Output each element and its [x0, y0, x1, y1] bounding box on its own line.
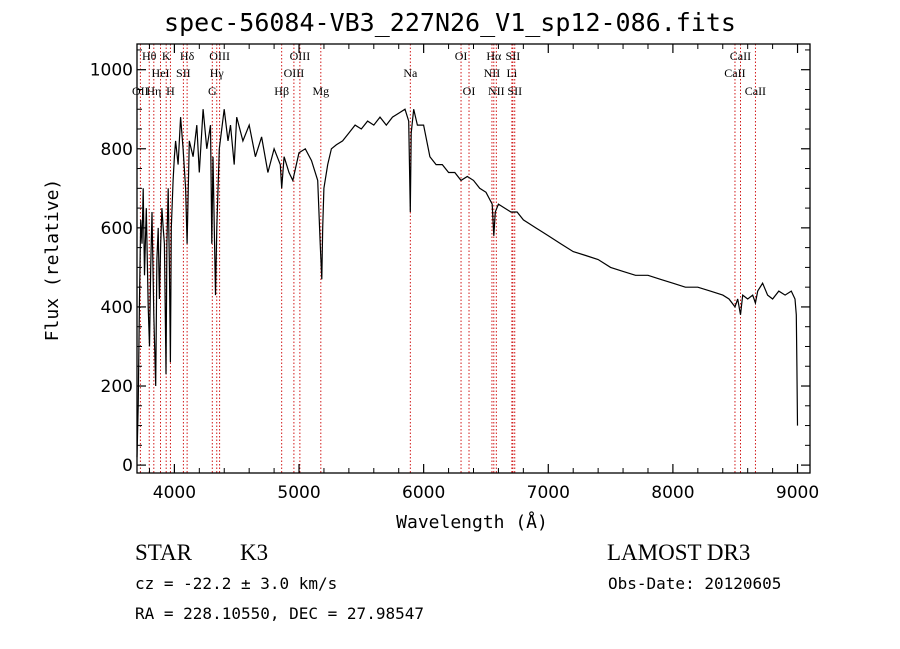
object-class: STAR: [135, 540, 192, 565]
spectral-line-label: Hβ: [274, 84, 289, 98]
coordinates: RA = 228.10550, DEC = 27.98547: [135, 604, 424, 623]
spectral-line-label: OIII: [284, 66, 305, 80]
chart-title: spec-56084-VB3_227N26_V1_sp12-086.fits: [164, 8, 736, 37]
spectral-line-label: Hδ: [180, 49, 195, 63]
y-axis-label: Flux (relative): [42, 179, 63, 342]
spectral-line-label: HeI: [152, 66, 170, 80]
x-tick-label: 4000: [153, 483, 196, 503]
axis-tick-labels: 4000 5000 6000 7000 8000 9000 0 200 400 600 800 100…: [90, 61, 819, 503]
spectral-line-label: Hα: [486, 49, 502, 63]
x-tick-label: 6000: [402, 483, 445, 503]
y-tick-label: 200: [101, 377, 133, 397]
observation-date: Obs-Date: 20120605: [608, 574, 782, 593]
spectral-line-label: CaII: [730, 49, 751, 63]
y-tick-label: 400: [101, 298, 133, 318]
x-tick-label: 9000: [776, 483, 819, 503]
spectral-line-label: SII: [507, 84, 522, 98]
x-tick-label: 5000: [277, 483, 320, 503]
spectral-line-label: OII: [132, 84, 149, 98]
spectral-line-label: Hη: [146, 84, 161, 98]
spectral-line-label: NII: [484, 66, 501, 80]
x-tick-label: 8000: [651, 483, 694, 503]
spectral-line-label: H: [166, 84, 175, 98]
survey-name: LAMOST DR3: [607, 540, 751, 565]
y-tick-label: 1000: [90, 61, 133, 81]
spectral-line-markers: [139, 44, 756, 473]
spectral-line-label: Mg: [312, 84, 329, 98]
spectral-line-label: G: [208, 84, 217, 98]
spectral-line-labels: HθOIIHηHeIKHSIIHδGHγOIIIHβOIIIOIIIMgNaOI…: [132, 49, 766, 98]
spectral-line-label: OI: [455, 49, 468, 63]
plot-frame: [136, 43, 811, 474]
spectral-line-label: OIII: [209, 49, 230, 63]
object-subclass: K3: [240, 540, 269, 565]
axis-ticks: [137, 44, 810, 473]
y-tick-label: 800: [101, 140, 133, 160]
y-tick-label: 0: [122, 456, 133, 476]
x-tick-label: 7000: [527, 483, 570, 503]
spectral-line-label: CaII: [724, 66, 745, 80]
spectral-line-label: Hθ: [142, 49, 157, 63]
spectral-line-label: CaII: [745, 84, 766, 98]
redshift-velocity: cz = -22.2 ± 3.0 km/s: [135, 574, 338, 593]
spectral-line-label: Li: [507, 66, 518, 80]
spectral-line-label: SII: [506, 49, 521, 63]
spectral-line-label: NII: [488, 84, 505, 98]
y-tick-label: 600: [101, 219, 133, 239]
flux-series-line: [136, 108, 799, 458]
spectral-line-label: SII: [176, 66, 191, 80]
x-axis-label: Wavelength (Å): [396, 511, 548, 533]
spectral-line-label: Na: [403, 66, 418, 80]
spectral-line-label: K: [162, 49, 171, 63]
spectral-line-label: Hγ: [210, 66, 225, 80]
spectral-line-label: OI: [463, 84, 476, 98]
spectral-line-label: OIII: [290, 49, 311, 63]
